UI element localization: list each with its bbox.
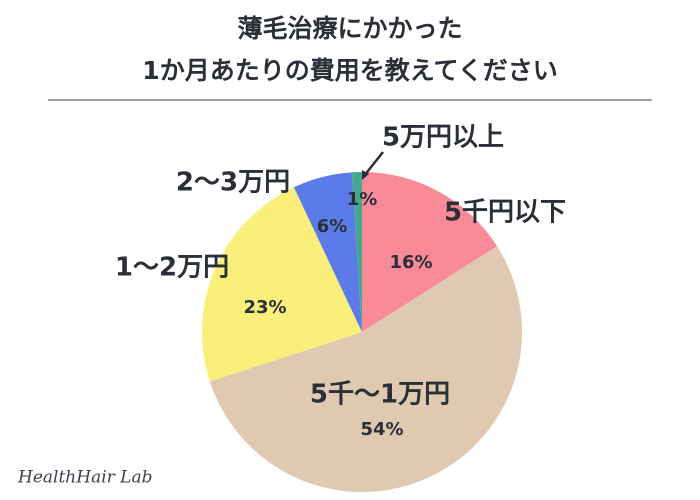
leader-line [363, 151, 384, 177]
slice-label: 2〜3万円 [176, 168, 290, 198]
slice-label: 5万円以上 [382, 123, 504, 153]
slice-label: 5千円以下 [444, 198, 566, 228]
leader-arrow [362, 170, 369, 180]
data-label: 23% [243, 297, 286, 318]
pie-slice [362, 172, 498, 332]
watermark: HealthHair Lab [17, 468, 152, 488]
chart-title: 薄毛治療にかかった [237, 14, 462, 43]
pie-slice [293, 172, 362, 332]
pie [202, 172, 522, 492]
data-label: 16% [389, 252, 432, 273]
pie-slice [209, 246, 522, 492]
slice-label: 5千〜1万円 [310, 380, 450, 410]
pie-slice [351, 172, 362, 332]
data-label: 54% [360, 419, 403, 440]
pie-slice [202, 187, 362, 382]
data-label: 1% [347, 189, 378, 210]
chart-title: 1か月あたりの費用を教えてください [142, 56, 557, 85]
data-label: 6% [317, 216, 348, 237]
slice-label: 1〜2万円 [115, 253, 229, 283]
